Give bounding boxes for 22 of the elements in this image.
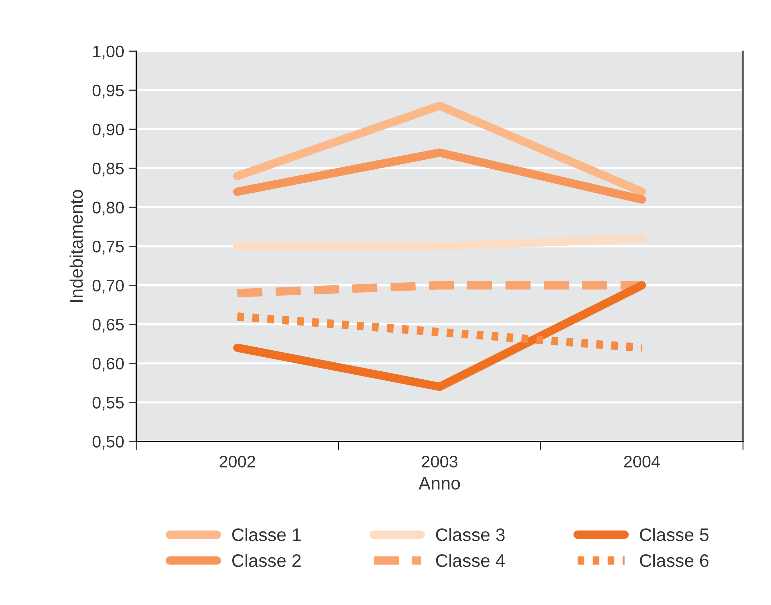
y-axis-title: Indebitamento [70,190,84,302]
y-tick-label: 0,65 [92,318,124,333]
legend-label: Classe 5 [640,528,709,542]
x-axis-title: Anno [418,477,460,490]
x-tick-label: 2002 [220,456,256,468]
legend-label: Classe 1 [232,528,301,542]
y-tick-label: 1,00 [93,46,124,60]
y-tick-label: 0,55 [92,397,124,411]
legend-label: Classe 4 [436,554,506,568]
y-tick-label: 0,75 [92,240,124,255]
legend-label: Classe 3 [436,528,505,542]
legend-label: Classe 2 [232,554,301,568]
y-tick-label: 0,90 [92,124,124,138]
legend-label: Classe 6 [640,554,709,568]
y-tick-label: 0,60 [92,358,124,372]
y-tick-label: 0,95 [92,84,124,99]
x-tick-label: 2004 [624,456,660,468]
y-tick-label: 0,50 [92,436,124,450]
y-tick-label: 0,70 [92,280,124,294]
y-tick-label: 0,85 [92,162,124,177]
x-tick-label: 2003 [422,456,458,468]
y-tick-label: 0,80 [92,202,124,216]
